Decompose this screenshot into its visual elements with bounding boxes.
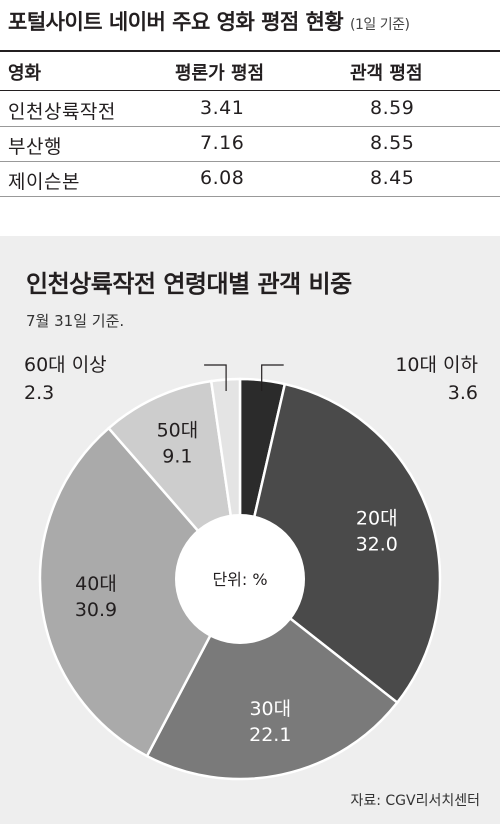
table-title-text: 포털사이트 네이버 주요 영화 평점 현황 bbox=[8, 10, 344, 34]
pie-center-label: 단위: % bbox=[212, 570, 267, 589]
slice-value-30대: 22.1 bbox=[249, 724, 291, 746]
row-divider bbox=[0, 126, 500, 127]
slice-label-40대: 40대 bbox=[75, 573, 117, 595]
row-2-audience: 8.55 bbox=[370, 132, 415, 154]
slice-value-60대-이상: 2.3 bbox=[24, 382, 54, 404]
slice-value-20대: 32.0 bbox=[356, 534, 398, 556]
slice-value-50대: 9.1 bbox=[162, 446, 192, 468]
row-divider bbox=[0, 196, 500, 197]
slice-label-30대: 30대 bbox=[249, 698, 291, 720]
header-audience-rating: 관객 평점 bbox=[350, 63, 423, 84]
pie-panel: 인천상륙작전 연령대별 관객 비중 7월 31일 기준. 단위: % 10대 이하… bbox=[0, 236, 500, 824]
slice-value-40대: 30.9 bbox=[75, 599, 117, 621]
slice-label-50대: 50대 bbox=[157, 420, 199, 442]
table-header-rule bbox=[0, 90, 500, 91]
row-3-critic: 6.08 bbox=[200, 167, 245, 189]
row-3-audience: 8.45 bbox=[370, 167, 415, 189]
pie-title: 인천상륙작전 연령대별 관객 비중 bbox=[26, 270, 352, 298]
pie-slice-40대 bbox=[38, 426, 242, 758]
row-2-critic: 7.16 bbox=[200, 132, 245, 154]
slice-label-10대-이하: 10대 이하 bbox=[395, 354, 478, 376]
row-1-movie: 인천상륙작전 bbox=[8, 101, 116, 123]
table-top-rule bbox=[0, 50, 500, 52]
table-title: 포털사이트 네이버 주요 영화 평점 현황 (1일 기준) bbox=[8, 6, 410, 36]
row-2-movie: 부산행 bbox=[8, 136, 62, 158]
table-subtitle: (1일 기준) bbox=[350, 17, 410, 33]
slice-label-20대: 20대 bbox=[356, 508, 398, 530]
row-1-critic: 3.41 bbox=[200, 97, 245, 119]
pie-slice-20대 bbox=[238, 382, 442, 705]
callout-line-10대-이하 bbox=[261, 364, 284, 391]
callout-line-60대-이상 bbox=[204, 364, 227, 391]
slice-label-60대-이상: 60대 이상 bbox=[24, 354, 107, 376]
pie-chart: 단위: % 10대 이하 3.6 20대 32.0 30대 22.1 40대 30.9 50대 9.… bbox=[24, 354, 478, 781]
row-divider bbox=[0, 161, 500, 162]
pie-subtitle: 7월 31일 기준. bbox=[26, 312, 125, 330]
row-1-audience: 8.59 bbox=[370, 97, 415, 119]
header-critic-rating: 평론가 평점 bbox=[175, 63, 265, 84]
source-note: 자료: CGV리서치센터 bbox=[350, 793, 480, 809]
pie-center-hole bbox=[175, 514, 305, 644]
pie-slice-30대 bbox=[145, 577, 400, 781]
row-3-movie: 제이슨본 bbox=[8, 171, 80, 193]
header-movie: 영화 bbox=[8, 63, 42, 84]
slice-value-10대-이하: 3.6 bbox=[448, 382, 478, 404]
